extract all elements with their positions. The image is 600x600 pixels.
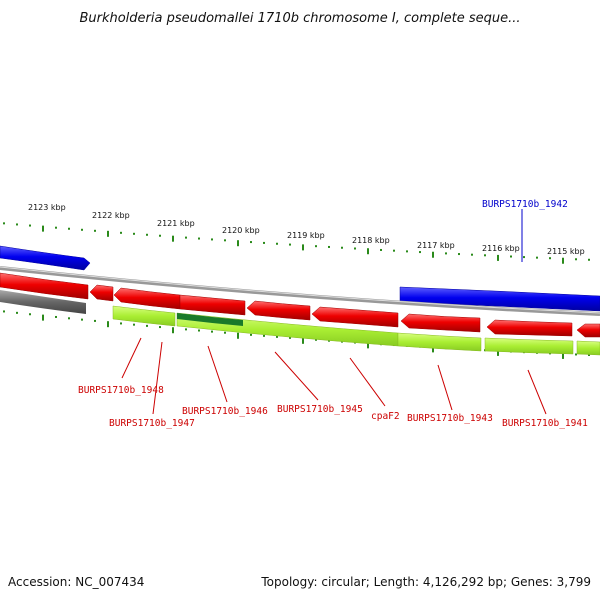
reverse-gene-arrow[interactable] bbox=[179, 294, 246, 316]
cds-segment[interactable] bbox=[576, 340, 600, 356]
kbp-label: 2122 kbp bbox=[92, 211, 130, 220]
accession-text: Accession: NC_007434 bbox=[8, 575, 144, 589]
genome-backbone bbox=[0, 266, 600, 316]
gene-labels: BURPS1710b_1942 BURPS1710b_1948 BURPS171… bbox=[78, 199, 588, 429]
gene-label-burps1710b-1947[interactable]: BURPS1710b_1947 bbox=[109, 418, 195, 429]
reverse-gene-arrow-burps1710b-1941[interactable] bbox=[486, 319, 573, 337]
kbp-label: 2116 kbp bbox=[482, 244, 520, 253]
kbp-label: 2121 kbp bbox=[157, 219, 195, 228]
reverse-gene-arrow[interactable] bbox=[89, 284, 114, 302]
genome-summary-text: Topology: circular; Length: 4,126,292 bp… bbox=[260, 575, 591, 589]
leader-line-burps1710b-1943 bbox=[437, 364, 453, 411]
gene-label-burps1710b-1941[interactable]: BURPS1710b_1941 bbox=[502, 418, 588, 429]
label-leader-lines bbox=[121, 209, 547, 415]
reverse-gene-arrow[interactable] bbox=[576, 323, 600, 338]
kbp-label: 2123 kbp bbox=[28, 203, 66, 212]
gene-label-burps1710b-1946[interactable]: BURPS1710b_1946 bbox=[182, 406, 268, 417]
cds-segment[interactable] bbox=[112, 305, 176, 327]
gray-feature-block bbox=[0, 290, 86, 314]
kbp-labels: 2123 kbp 2122 kbp 2121 kbp 2120 kbp 2119… bbox=[28, 203, 585, 256]
cds-segment[interactable] bbox=[484, 337, 574, 355]
genome-backbone-highlight bbox=[0, 266, 600, 314]
forward-gene-arrow[interactable] bbox=[0, 245, 91, 271]
cds-segment[interactable] bbox=[397, 332, 482, 352]
cds-track bbox=[112, 305, 600, 356]
kbp-label: 2119 kbp bbox=[287, 231, 325, 240]
gene-label-burps1710b-1945[interactable]: BURPS1710b_1945 bbox=[277, 404, 363, 415]
leader-line-burps1710b-1941 bbox=[527, 369, 547, 415]
reverse-strand-track bbox=[0, 272, 600, 338]
map-title: Burkholderia pseudomallei 1710b chromoso… bbox=[79, 11, 520, 26]
kbp-label: 2115 kbp bbox=[547, 247, 585, 256]
gene-label-cpaf2[interactable]: cpaF2 bbox=[371, 411, 400, 422]
leader-line-burps1710b-1945 bbox=[274, 351, 319, 401]
reverse-gene-arrow-burps1710b-1943[interactable] bbox=[400, 313, 481, 333]
reverse-gene-arrow[interactable] bbox=[0, 272, 89, 300]
cds-segment-dark[interactable] bbox=[177, 313, 243, 326]
reverse-gene-arrow[interactable] bbox=[113, 287, 181, 310]
gene-label-burps1710b-1948[interactable]: BURPS1710b_1948 bbox=[78, 385, 164, 396]
leader-line-burps1710b-1947 bbox=[152, 341, 163, 415]
gene-label-burps1710b-1942[interactable]: BURPS1710b_1942 bbox=[482, 199, 568, 210]
kbp-label: 2118 kbp bbox=[352, 236, 390, 245]
gene-label-burps1710b-1943[interactable]: BURPS1710b_1943 bbox=[407, 413, 493, 424]
leader-line-burps1710b-1946 bbox=[207, 345, 228, 403]
reverse-gene-arrow[interactable] bbox=[246, 300, 311, 321]
kbp-label: 2117 kbp bbox=[417, 241, 455, 250]
kbp-label: 2120 kbp bbox=[222, 226, 260, 235]
reverse-gene-arrow-cpaf2[interactable] bbox=[311, 306, 399, 328]
leader-line-cpaf2 bbox=[349, 357, 386, 407]
leader-line-burps1710b-1948 bbox=[121, 337, 142, 379]
